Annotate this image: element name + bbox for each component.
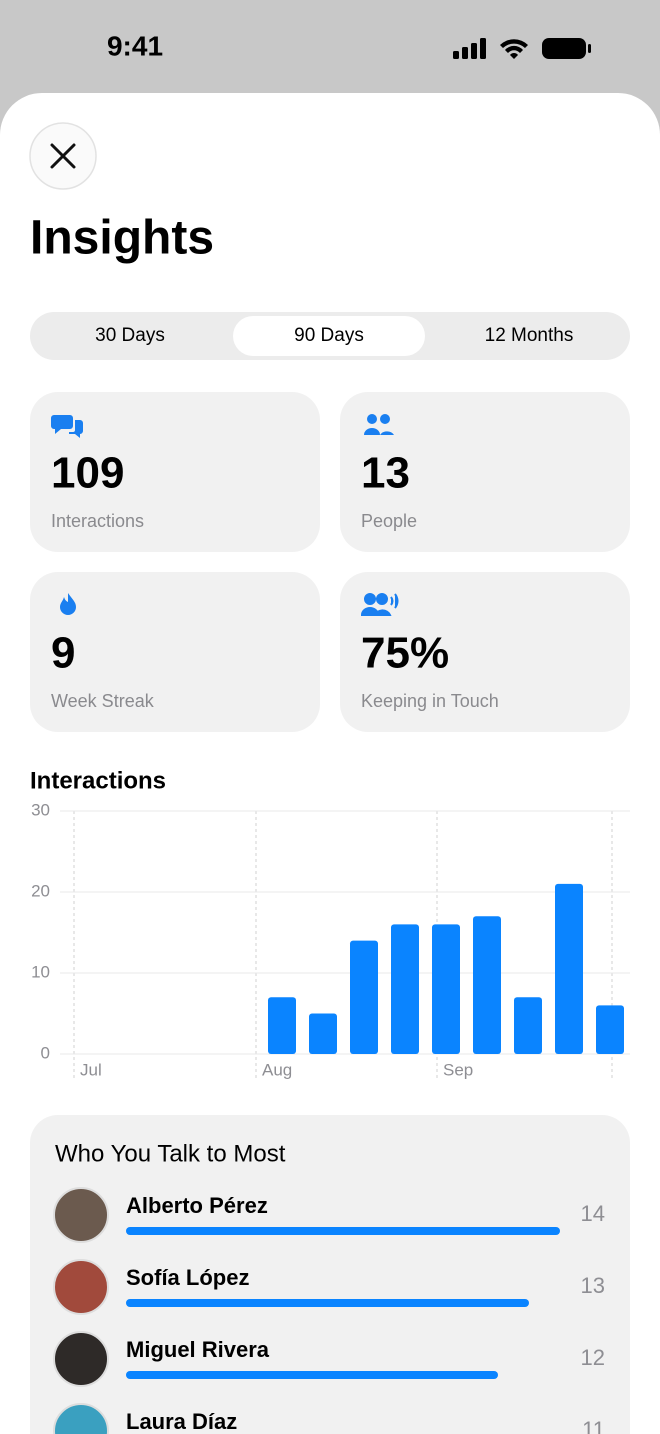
segment-option[interactable]: 90 Days: [294, 325, 364, 346]
stat-value: 9: [51, 629, 75, 678]
stat-icon: [364, 414, 394, 435]
bar: [350, 940, 378, 1054]
contact-bar: [126, 1371, 498, 1379]
contact-count: 12: [581, 1345, 605, 1370]
avatar[interactable]: [53, 1187, 109, 1243]
stat-value: 109: [51, 449, 124, 498]
bar: [309, 1013, 337, 1054]
y-tick-label: 0: [41, 1043, 50, 1062]
clock: 9:41: [107, 30, 163, 61]
contact-bar: [126, 1299, 529, 1307]
contact-name[interactable]: Miguel Rivera: [126, 1337, 270, 1362]
contacts-card: [30, 1115, 630, 1434]
stat-value: 13: [361, 449, 410, 498]
contact-name[interactable]: Alberto Pérez: [126, 1193, 268, 1218]
contact-name[interactable]: Sofía López: [126, 1265, 249, 1290]
contact-name[interactable]: Laura Díaz: [126, 1409, 237, 1434]
stat-card: [340, 392, 630, 552]
bar: [555, 883, 583, 1054]
x-tick-label: Jul: [80, 1060, 102, 1079]
close-button[interactable]: [29, 122, 97, 190]
stat-label: Interactions: [51, 511, 144, 531]
stat-label: Week Streak: [51, 691, 155, 711]
x-tick-label: Sep: [443, 1060, 473, 1079]
stat-value: 75%: [361, 629, 449, 678]
contact-count: 11: [582, 1417, 605, 1434]
page-title: Insights: [30, 212, 214, 265]
segment-option[interactable]: 12 Months: [485, 325, 574, 346]
avatar[interactable]: [53, 1403, 109, 1434]
contact-count: 14: [581, 1201, 605, 1226]
stat-card: [30, 392, 320, 552]
stat-icon: [360, 593, 399, 616]
x-tick-label: Aug: [262, 1060, 292, 1079]
stat-label: Keeping in Touch: [361, 691, 499, 711]
bar: [514, 997, 542, 1054]
stat-card: [30, 572, 320, 732]
segment-selected: [233, 316, 425, 356]
chart-title: Interactions: [30, 767, 166, 794]
contact-count: 13: [581, 1273, 605, 1298]
y-tick-label: 20: [31, 881, 50, 900]
status-icons: [453, 38, 591, 59]
stat-icon: [51, 415, 83, 438]
stat-label: People: [361, 511, 417, 531]
y-tick-label: 30: [31, 800, 50, 819]
avatar[interactable]: [53, 1331, 109, 1387]
stat-card: [340, 572, 630, 732]
contacts-title: Who You Talk to Most: [55, 1140, 286, 1167]
bar: [391, 924, 419, 1054]
bar: [596, 1005, 624, 1054]
y-tick-label: 10: [31, 962, 50, 981]
stat-icon: [60, 593, 76, 615]
segment-option[interactable]: 30 Days: [95, 325, 165, 346]
contact-bar: [126, 1227, 560, 1235]
bar: [473, 916, 501, 1054]
avatar[interactable]: [53, 1259, 109, 1315]
bar: [268, 997, 296, 1054]
bar: [432, 924, 460, 1054]
